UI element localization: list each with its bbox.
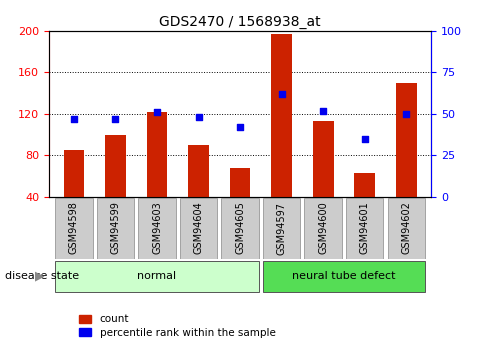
- Point: [195, 115, 202, 120]
- Point: [319, 108, 327, 113]
- Point: [153, 109, 161, 115]
- FancyBboxPatch shape: [138, 198, 176, 259]
- Bar: [105, 135, 126, 197]
- Text: GSM94599: GSM94599: [110, 201, 121, 255]
- Text: neural tube defect: neural tube defect: [292, 271, 396, 281]
- Text: normal: normal: [138, 271, 176, 281]
- FancyBboxPatch shape: [263, 198, 300, 259]
- Text: disease state: disease state: [5, 271, 79, 281]
- FancyBboxPatch shape: [180, 198, 217, 259]
- Text: GSM94597: GSM94597: [277, 201, 287, 255]
- Text: GSM94600: GSM94600: [318, 201, 328, 254]
- Text: GSM94603: GSM94603: [152, 201, 162, 254]
- Bar: [147, 112, 168, 197]
- Point: [70, 116, 78, 121]
- FancyBboxPatch shape: [304, 198, 342, 259]
- Text: GSM94605: GSM94605: [235, 201, 245, 255]
- Bar: [64, 150, 84, 197]
- Text: ▶: ▶: [34, 269, 44, 283]
- FancyBboxPatch shape: [97, 198, 134, 259]
- Bar: [271, 34, 292, 197]
- Legend: count, percentile rank within the sample: count, percentile rank within the sample: [79, 314, 275, 338]
- Bar: [313, 121, 334, 197]
- FancyBboxPatch shape: [346, 198, 384, 259]
- Point: [361, 136, 368, 141]
- FancyBboxPatch shape: [55, 198, 93, 259]
- Point: [402, 111, 410, 117]
- FancyBboxPatch shape: [55, 261, 259, 292]
- Title: GDS2470 / 1568938_at: GDS2470 / 1568938_at: [159, 14, 321, 29]
- Text: GSM94602: GSM94602: [401, 201, 411, 255]
- Text: GSM94604: GSM94604: [194, 201, 203, 254]
- Bar: [188, 145, 209, 197]
- Point: [278, 91, 286, 97]
- Text: GSM94598: GSM94598: [69, 201, 79, 255]
- Bar: [396, 83, 416, 197]
- Bar: [230, 168, 250, 197]
- Point: [112, 116, 120, 121]
- FancyBboxPatch shape: [221, 198, 259, 259]
- FancyBboxPatch shape: [263, 261, 425, 292]
- FancyBboxPatch shape: [388, 198, 425, 259]
- Text: GSM94601: GSM94601: [360, 201, 370, 254]
- Point: [236, 124, 244, 130]
- Bar: [354, 173, 375, 197]
